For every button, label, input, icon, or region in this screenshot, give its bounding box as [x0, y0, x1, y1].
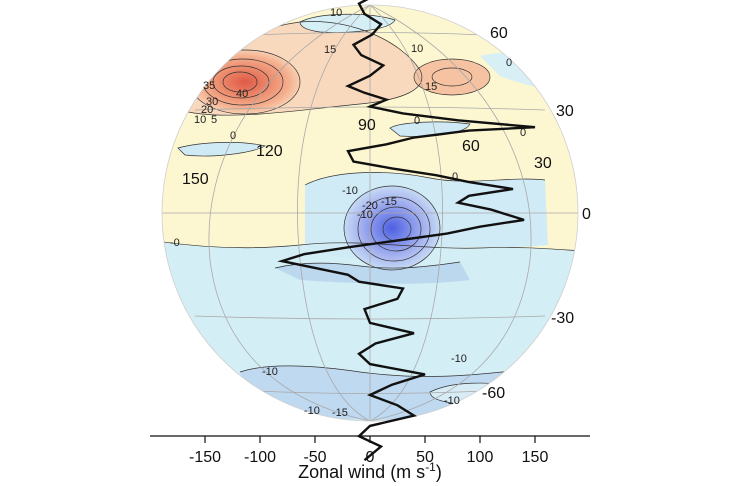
contour-label: -0: [170, 237, 180, 249]
x-axis: -150 -100 -50 0 50 100 150 Zonal wind (m s-1): [150, 435, 590, 482]
x-axis-tick-label: 0: [366, 449, 375, 466]
contour-label: 40: [236, 88, 248, 100]
contour-label: 20: [201, 104, 213, 116]
contour-label: 0: [506, 57, 512, 69]
graticule: [162, 5, 578, 421]
lower-blue-band: [275, 262, 470, 284]
contour-label: -20: [362, 200, 378, 212]
x-axis-tick-label: 50: [416, 449, 434, 466]
longitude-labels: 90 120 150 60 30: [182, 117, 552, 188]
latitude-labels: 60 30 0 -30 -60: [482, 25, 591, 402]
longitude-label-60: 60: [462, 138, 480, 155]
contour-label: -10: [357, 209, 373, 221]
contour-label: -10: [444, 395, 460, 407]
x-axis-tick-label: 100: [467, 449, 494, 466]
contour-label: -15: [381, 196, 397, 208]
contour-label: -10: [342, 185, 358, 197]
contour-label: 15: [324, 44, 336, 56]
latitude-label-60: 60: [490, 25, 508, 42]
latitude-label-minus-30: -30: [551, 310, 574, 327]
latitude-label-0: 0: [582, 206, 591, 223]
west-blue-sliver: [178, 142, 265, 156]
contour-label: 10: [330, 7, 342, 19]
contour-label: 10: [194, 114, 206, 126]
x-axis-title-superscript: -1: [425, 460, 436, 474]
southern-light-blue-region: [162, 240, 578, 421]
contour-label: 0: [520, 127, 526, 139]
x-axis-tick-label: -50: [303, 449, 326, 466]
longitude-label-150: 150: [182, 171, 209, 188]
x-axis-tick-label: 150: [522, 449, 549, 466]
contour-label: -10: [451, 353, 467, 365]
contour-label: 0: [452, 171, 458, 183]
contour-labels: 10 10 15 15 35 30 40 20 10 5 0 0 0 0 -0 …: [170, 7, 526, 419]
longitude-label-90: 90: [358, 117, 376, 134]
contour-label: 0: [414, 115, 420, 127]
globe-outline: [161, 4, 579, 422]
latitude-label-minus-60: -60: [482, 385, 505, 402]
contour-label: -10: [262, 366, 278, 378]
x-axis-tick-label: -100: [244, 449, 276, 466]
x-axis-ticks: -150 -100 -50 0 50 100 150: [189, 436, 548, 466]
latitude-label-30: 30: [556, 103, 574, 120]
contour-label: 15: [425, 81, 437, 93]
zonal-wind-profile-line: [277, 0, 536, 462]
contour-label: 10: [411, 43, 423, 55]
x-axis-tick-label: -150: [189, 449, 221, 466]
contour-label: 30: [206, 96, 218, 108]
x-axis-title: Zonal wind (m s-1): [298, 460, 442, 482]
contour-label: -15: [332, 407, 348, 419]
northeast-warm-patch: [414, 59, 490, 95]
contour-label: 5: [211, 114, 217, 126]
contour-label: 35: [203, 80, 215, 92]
contour-label: -10: [304, 405, 320, 417]
longitude-label-30: 30: [534, 155, 552, 172]
contour-label: 0: [230, 130, 236, 142]
longitude-label-120: 120: [256, 143, 283, 160]
